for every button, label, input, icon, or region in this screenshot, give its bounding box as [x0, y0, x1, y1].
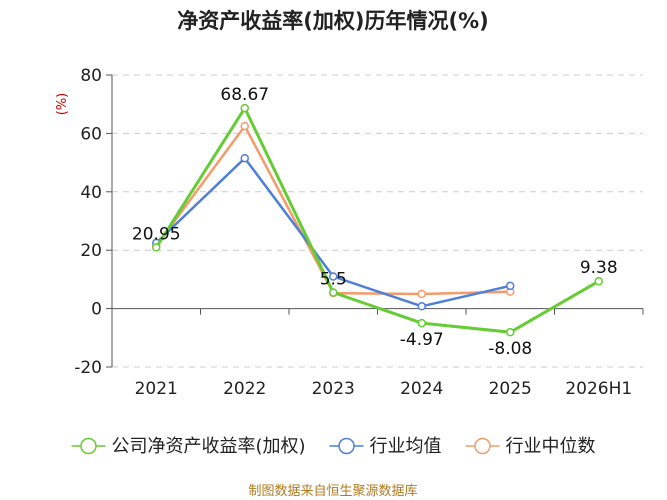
legend-label-2: 行业中位数 — [506, 436, 596, 457]
y-tick-label-4: 60 — [80, 124, 102, 144]
x-tick-label-5: 2026H1 — [565, 379, 632, 399]
series-2-point-1 — [240, 121, 249, 131]
data-label-1: 68.67 — [220, 85, 269, 105]
legend-item-2: 行业中位数 — [465, 436, 596, 457]
series-1-point-4 — [506, 281, 515, 291]
y-tick-label-0: -20 — [74, 358, 102, 378]
chart-title: 净资产收益率(加权)历年情况(%) — [177, 9, 488, 33]
series-0-point-2 — [329, 288, 338, 297]
data-label-2: 5.5 — [320, 270, 347, 290]
legend-item-0: 公司净资产收益率(加权) — [71, 436, 306, 457]
x-tick-label-0: 2021 — [135, 379, 178, 399]
y-unit-label: (%) — [55, 93, 70, 116]
series-0-point-1 — [240, 103, 249, 113]
data-label-3: -4.97 — [400, 330, 444, 350]
grid-layer — [112, 74, 643, 368]
x-tick-label-1: 2022 — [223, 379, 266, 399]
series-1-point-1 — [240, 153, 249, 163]
source-note: 制图数据来自恒生聚源数据库 — [248, 483, 417, 499]
legend-marker-1 — [338, 437, 355, 455]
data-label-5: 9.38 — [580, 258, 618, 278]
x-tick-label-2: 2023 — [312, 379, 355, 399]
y-tick-label-1: 0 — [91, 300, 102, 320]
y-tick-label-3: 40 — [80, 183, 102, 203]
series-0-point-4 — [506, 327, 515, 337]
legend-marker-2 — [474, 437, 491, 455]
legend-label-0: 公司净资产收益率(加权) — [111, 436, 305, 457]
series-0-point-3 — [417, 318, 426, 328]
axis-layer: -20 0 20 40 60 80 2021 2022 2023 2024 2025 2026H1 — [74, 66, 644, 399]
legend-label-1: 行业均值 — [370, 436, 442, 457]
series-0-point-0 — [152, 243, 161, 252]
series-1-point-2 — [329, 272, 338, 281]
legend: 公司净资产收益率(加权) 行业均值 行业中位数 — [71, 436, 596, 457]
series-line-0 — [154, 106, 601, 334]
series-0-point-5 — [594, 276, 603, 286]
legend-marker-0 — [80, 437, 97, 455]
legend-item-1: 行业均值 — [329, 436, 442, 457]
y-tick-label-5: 80 — [80, 66, 102, 86]
x-tick-label-4: 2025 — [489, 379, 532, 399]
series-2-point-3 — [417, 289, 426, 299]
series-layer — [152, 103, 603, 337]
x-tick-label-3: 2024 — [400, 379, 443, 399]
data-label-4: -8.08 — [488, 339, 532, 359]
y-tick-label-2: 20 — [80, 241, 102, 261]
series-1-point-3 — [417, 302, 426, 311]
data-label-0: 20.95 — [132, 224, 181, 244]
data-label-layer: 20.95 68.67 5.5 -4.97 -8.08 9.38 — [132, 85, 618, 359]
